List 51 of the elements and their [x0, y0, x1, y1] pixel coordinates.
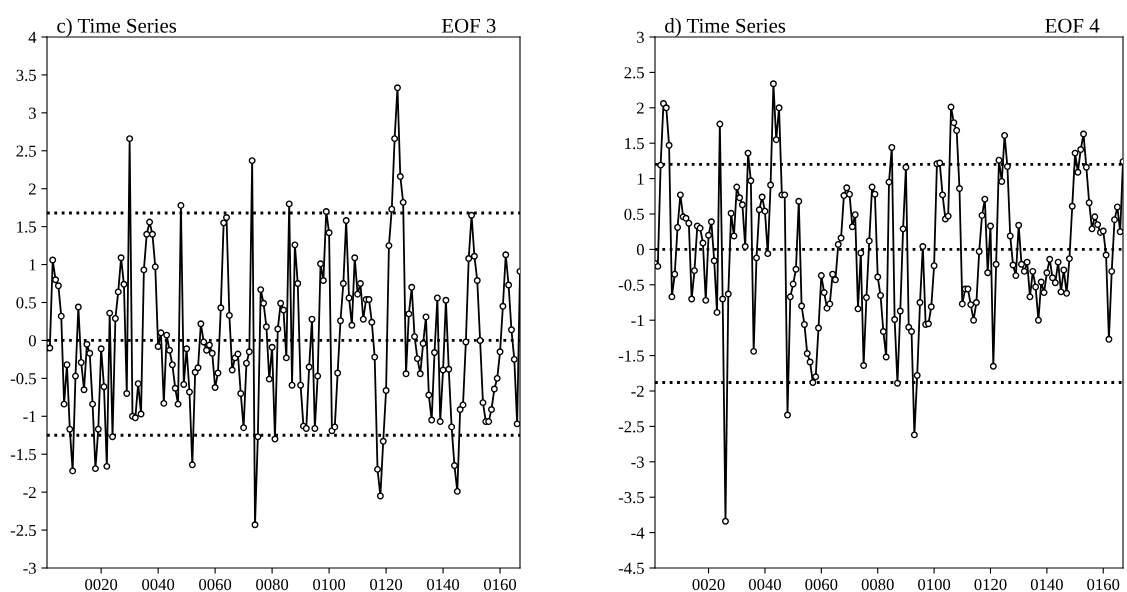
y-tick-label: 3 [637, 31, 644, 43]
x-tick-label: 0100 [313, 578, 346, 591]
x-tick-label: 0060 [805, 578, 838, 591]
y-tick-label: 0.5 [624, 208, 644, 221]
y-tick-label: -0.5 [10, 373, 36, 385]
y-tick-label: 2 [636, 102, 644, 114]
y-tick-label: 1 [637, 173, 644, 185]
x-tick-label: 0020 [692, 578, 725, 591]
x-tick-label: 0100 [918, 578, 951, 591]
y-tick-label: -3.5 [618, 491, 644, 504]
y-tick-label: 0 [636, 244, 644, 256]
y-tick-label: -3 [631, 456, 644, 468]
y-tick-label: 2 [28, 183, 36, 195]
y-tick-label: 0.5 [16, 297, 36, 309]
x-tick-label: 0080 [256, 578, 289, 591]
x-tick-label: 0140 [1030, 578, 1063, 591]
x-tick-label: 0160 [484, 578, 517, 591]
y-tick-label: -2 [23, 486, 36, 498]
y-tick-label: -1.5 [10, 448, 36, 461]
chart-subtitle: EOF 4 [1045, 18, 1100, 33]
y-tick-label: -1.5 [618, 350, 644, 362]
y-tick-label: -2 [631, 385, 644, 397]
y-tick-label: -1 [631, 314, 644, 326]
y-tick-label: -0.5 [618, 279, 644, 291]
x-tick-label: 0120 [370, 578, 403, 591]
y-tick-label: 4 [28, 31, 37, 43]
y-tick-label: 3 [29, 107, 36, 119]
y-tick-label: -4.5 [618, 562, 644, 575]
y-tick-label: 2.5 [16, 145, 36, 157]
y-tick-label: -2.5 [10, 524, 36, 537]
x-tick-label: 0080 [861, 578, 894, 591]
y-tick-label: 3.5 [16, 69, 36, 81]
x-tick-label: 0040 [748, 578, 781, 591]
x-tick-label: 0120 [974, 578, 1007, 591]
y-tick-label: 2.5 [624, 67, 644, 79]
y-tick-label: -1 [23, 411, 36, 423]
x-tick-label: 0140 [427, 578, 460, 591]
x-tick-label: 0060 [199, 578, 232, 591]
y-tick-label: 1 [29, 259, 36, 271]
y-tick-label: -4 [631, 527, 645, 539]
x-tick-label: 0040 [142, 578, 175, 591]
y-tick-label: -2.5 [618, 421, 644, 433]
y-tick-label: 0 [28, 335, 36, 347]
x-tick-label: 0160 [1087, 578, 1120, 591]
chart-title: c) Time Series [57, 18, 177, 37]
y-tick-label: 1.5 [17, 221, 36, 233]
y-tick-label: -3 [23, 562, 36, 574]
chart-subtitle: EOF 3 [441, 18, 496, 33]
chart-title: d) Time Series [665, 18, 786, 37]
y-tick-label: 1.5 [625, 137, 644, 150]
x-tick-label: 0020 [85, 578, 118, 591]
